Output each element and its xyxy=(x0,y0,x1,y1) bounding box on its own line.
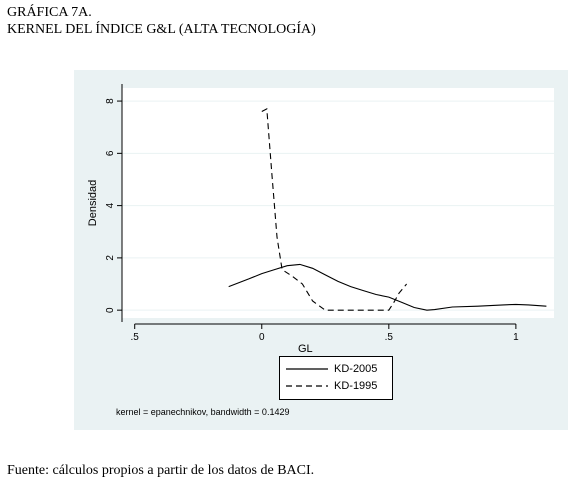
y-tick-label: 4 xyxy=(105,202,116,208)
y-tick-label: 2 xyxy=(105,255,116,261)
series-line-kd-2005 xyxy=(228,263,547,311)
figure-title: KERNEL DEL ÍNDICE G&L (ALTA TECNOLOGÍA) xyxy=(7,22,316,37)
y-axis-title: Densidad xyxy=(87,180,99,226)
legend-swatch-dashed xyxy=(286,385,328,387)
plot-area xyxy=(122,88,554,318)
kernel-note: kernel = epanechnikov, bandwidth = 0.142… xyxy=(116,407,290,417)
y-tick-label: 8 xyxy=(105,98,116,104)
legend-swatch-solid xyxy=(286,368,328,370)
figure-label: GRÁFICA 7A. xyxy=(7,5,92,20)
x-tick-label: 1 xyxy=(513,332,519,343)
legend: KD-2005 KD-1995 xyxy=(279,356,393,400)
legend-label: KD-2005 xyxy=(334,363,378,375)
y-tick-label: 6 xyxy=(105,150,116,156)
x-tick-label: .5 xyxy=(385,332,394,343)
chart-panel: 0 2 4 6 8 .5 0 .5 1 GL Densidad KD-2005 KD-1995 ke… xyxy=(74,70,568,430)
legend-item-kd-1995: KD-1995 xyxy=(286,379,377,393)
x-tick-label: .5 xyxy=(131,332,140,343)
y-tick-label: 0 xyxy=(105,307,116,313)
legend-item-kd-2005: KD-2005 xyxy=(286,362,377,376)
x-tick-label: 0 xyxy=(259,332,265,343)
kernel-density-plot: 0 2 4 6 8 .5 0 .5 1 GL Densidad xyxy=(87,84,554,355)
x-axis-title: GL xyxy=(298,343,313,355)
legend-label: KD-1995 xyxy=(334,380,378,392)
source-note: Fuente: cálculos propios a partir de los… xyxy=(7,463,315,478)
series-line-kd-1995 xyxy=(261,108,408,311)
